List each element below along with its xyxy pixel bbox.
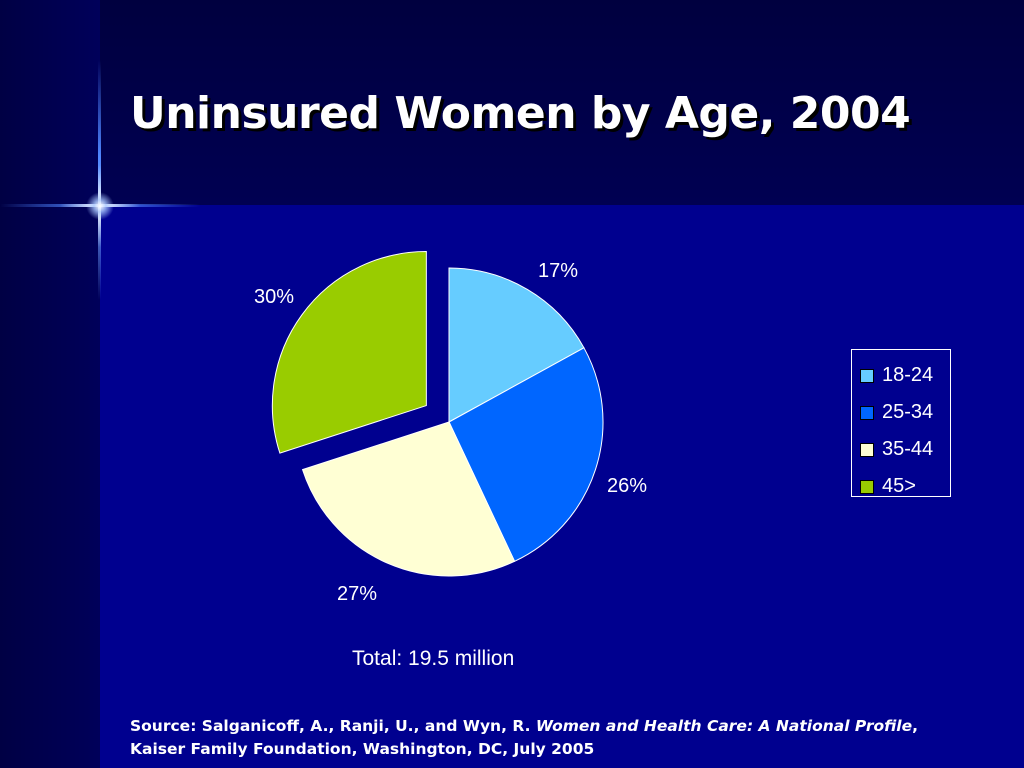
legend-label: 35-44 (882, 438, 934, 460)
legend-item: 35-44 (852, 431, 950, 468)
slice-data-label: 27% (337, 583, 377, 605)
legend-swatch (860, 368, 874, 383)
source-citation: Source: Salganicoff, A., Ranji, U., and … (130, 715, 970, 761)
slice-data-label: 26% (607, 475, 647, 497)
pie-slice-2534 (448, 347, 604, 563)
legend-label: 18-24 (882, 364, 934, 386)
legend-item: 25-34 (852, 394, 950, 431)
sparkle-star-icon (86, 192, 114, 220)
slice-data-label: 30% (254, 286, 294, 308)
legend-label: 25-34 (882, 401, 934, 423)
pie-slice-1824 (448, 267, 585, 423)
legend-item: 18-24 (852, 357, 950, 394)
slice-data-label: 17% (538, 260, 578, 282)
left-band (0, 0, 100, 768)
legend-swatch (860, 442, 874, 457)
legend-label: 45> (882, 475, 916, 497)
source-title: Women and Health Care: A National Profil… (535, 717, 913, 735)
slide-title: Uninsured Women by Age, 2004 (130, 88, 911, 139)
total-label: Total: 19.5 million (352, 647, 515, 670)
pie-slice-3544 (301, 421, 516, 577)
chart-legend: 18-24 25-34 35-44 45> (851, 349, 951, 497)
legend-swatch (860, 479, 874, 494)
legend-swatch (860, 405, 874, 420)
legend-item: 45> (852, 468, 950, 505)
source-prefix: Source: Salganicoff, A., Ranji, U., and … (130, 717, 536, 735)
title-band (100, 0, 1024, 205)
pie-slice-45 (271, 251, 427, 454)
source-suffix: , Kaiser Family Foundation, Washington, … (130, 717, 919, 758)
